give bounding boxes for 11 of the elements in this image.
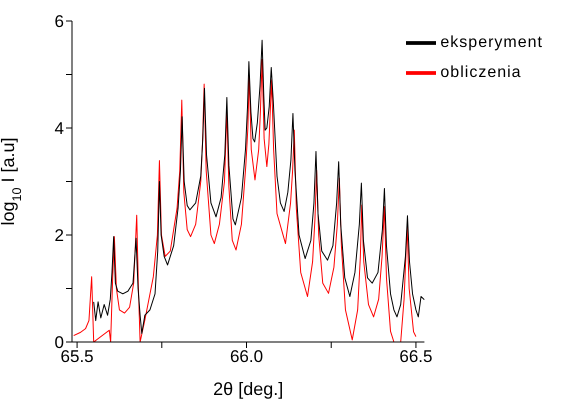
x-tick-label: 66.0 [230, 347, 264, 366]
line-series [93, 40, 424, 334]
y-tick-label: 4 [54, 119, 64, 138]
y-tick-label: 2 [54, 226, 64, 246]
x-tick-label: 65.5 [60, 347, 94, 366]
legend-label: obliczenia [440, 64, 522, 82]
legend-label: eksperyment [440, 34, 543, 52]
x-tick-label: 66.5 [399, 347, 432, 366]
line-series [73, 59, 416, 342]
y-tick-label: 6 [54, 12, 64, 32]
x-axis-title: 2θ [deg.] [213, 379, 284, 399]
